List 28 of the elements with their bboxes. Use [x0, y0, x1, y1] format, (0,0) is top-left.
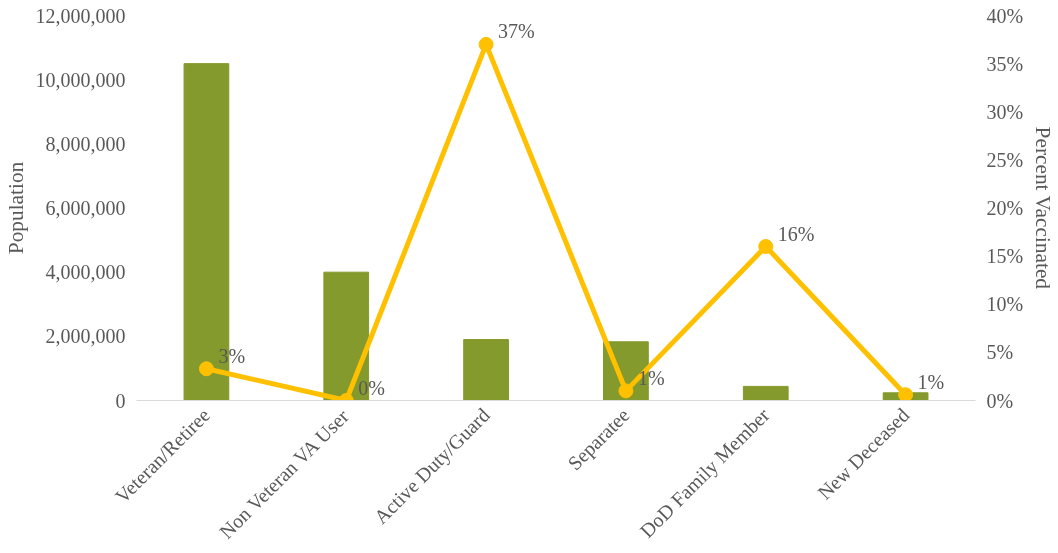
y-tick-label: 10,000,000 — [35, 68, 126, 91]
y2-tick-label: 25% — [986, 148, 1024, 171]
point — [898, 387, 914, 401]
y2-axis-title: Percent Vaccinated — [1031, 126, 1056, 290]
point — [758, 239, 774, 254]
y-tick-label: 8,000,000 — [45, 132, 126, 155]
point — [618, 383, 634, 399]
y2-tick-label: 20% — [986, 197, 1024, 219]
y-tick-label: 4,000,000 — [45, 261, 126, 284]
y2-tick-label: 35% — [986, 52, 1024, 75]
y2-tick-label: 15% — [986, 245, 1024, 268]
y-tick-label: 2,000,000 — [45, 325, 126, 348]
point — [198, 361, 214, 377]
y-tick-label: 0 — [115, 389, 126, 412]
y-tick-label: 6,000,000 — [45, 197, 126, 219]
y2-tick-label: 10% — [986, 293, 1024, 316]
y2-tick-label: 5% — [986, 341, 1014, 364]
y2-tick-label: 0% — [986, 389, 1014, 412]
bar — [742, 385, 789, 401]
y2-tick-label: 30% — [986, 100, 1024, 123]
point — [478, 36, 494, 52]
y-axis-title: Population — [3, 161, 28, 255]
data-label: 37% — [498, 20, 535, 43]
y2-tick-label: 40% — [986, 4, 1024, 27]
y-tick-label: 12,000,000 — [35, 4, 126, 27]
data-label: 16% — [777, 222, 815, 245]
bar — [463, 339, 509, 401]
data-label: 1% — [917, 370, 945, 393]
